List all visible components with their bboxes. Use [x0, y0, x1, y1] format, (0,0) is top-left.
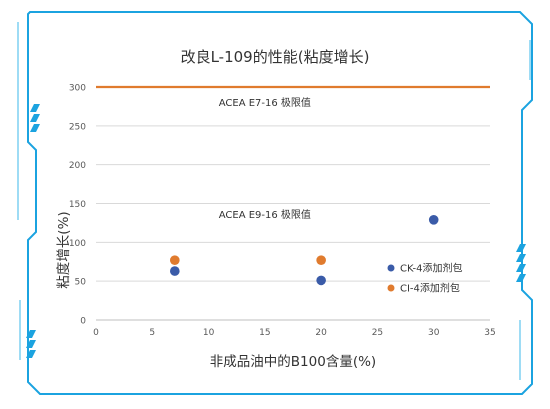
frame-stripes-top-left [30, 104, 40, 132]
data-point [428, 215, 439, 225]
legend-label: CK-4添加剂包 [400, 262, 462, 275]
y-tick-label: 150 [69, 200, 86, 210]
data-point [170, 255, 180, 265]
frame-outline [27, 11, 533, 395]
x-tick-label: 35 [484, 328, 495, 338]
y-tick-label: 300 [69, 84, 86, 94]
gridlines [96, 86, 490, 282]
annotation-label: ACEA E9-16 极限值 [219, 208, 311, 221]
decorative-frame [17, 11, 533, 395]
data-point [316, 275, 326, 286]
frame-inner-edge [17, 22, 531, 380]
x-tick-label: 5 [149, 328, 155, 338]
x-tick-label: 20 [315, 328, 327, 338]
y-axis-title: 粘度增长(%) [56, 211, 72, 288]
x-tick-label: 0 [93, 328, 99, 338]
data-points [170, 215, 439, 286]
x-axis-title: 非成品油中的B100含量(%) [210, 354, 376, 370]
y-tick-label: 0 [80, 317, 86, 327]
y-tick-label: 250 [69, 122, 86, 132]
annotations: ACEA E9-16 极限值 [219, 208, 311, 221]
y-tick-label: 200 [69, 161, 86, 171]
data-point [170, 266, 180, 276]
reference-lines: ACEA E7-16 极限值 [96, 85, 490, 109]
legend-label: CI-4添加剂包 [400, 282, 460, 295]
legend-marker [387, 284, 395, 292]
x-tick-label: 10 [203, 328, 215, 338]
y-axis: 0 50 100 150 200 250 300 [69, 84, 86, 327]
reference-line-label: ACEA E7-16 极限值 [219, 96, 311, 109]
y-tick-label: 50 [75, 278, 87, 288]
frame-stripes-bottom-left [26, 330, 36, 358]
x-axis: 0 5 10 15 20 25 30 35 [93, 319, 496, 338]
legend: CK-4添加剂包 CI-4添加剂包 [387, 262, 462, 295]
data-point [316, 255, 326, 265]
x-tick-label: 15 [259, 328, 270, 338]
x-tick-label: 30 [428, 328, 440, 338]
legend-marker [387, 264, 395, 272]
y-tick-label: 100 [69, 239, 86, 249]
x-tick-label: 25 [372, 328, 383, 338]
chart-title: 改良L-109的性能(粘度增长) [181, 48, 370, 66]
frame-stripes-right [516, 244, 526, 282]
